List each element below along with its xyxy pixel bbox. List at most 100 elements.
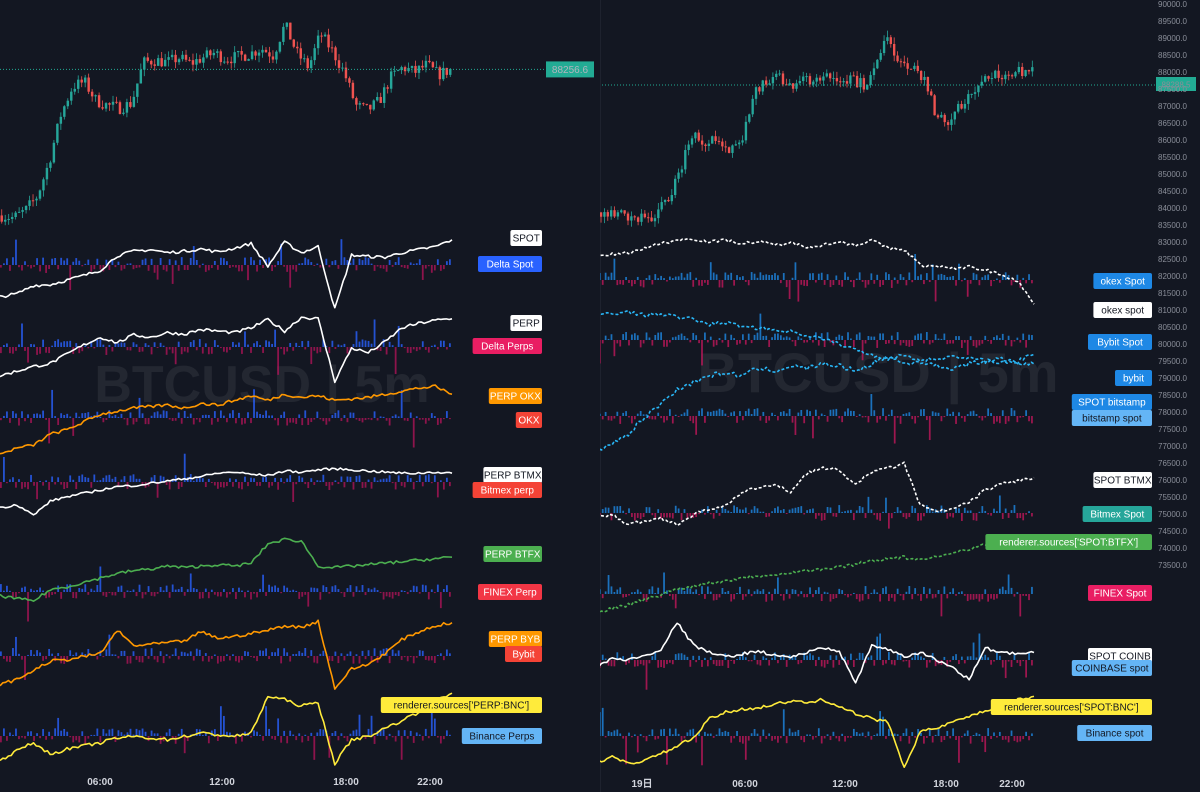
volume-bar [54, 592, 57, 595]
series-label-renderer-sources-spot-btfx-badge[interactable] [985, 534, 1152, 550]
series-label-bitmex-perp-badge[interactable] [472, 482, 542, 498]
volume-bar [800, 506, 803, 513]
series-label-perp-btfx-badge[interactable] [483, 546, 542, 562]
series-label-renderer-sources-spot-bnc-badge[interactable] [990, 699, 1152, 715]
last-price-badge[interactable] [546, 61, 594, 78]
series-label-bybit-spot-badge[interactable] [1088, 334, 1152, 350]
series-label-perp-okx-badge[interactable] [488, 388, 542, 404]
series-label-finex-perp-badge[interactable] [478, 584, 542, 600]
volume-bar [30, 731, 32, 736]
volume-bar [739, 586, 741, 594]
volume-bar [704, 416, 706, 423]
volume-bar [45, 265, 48, 273]
volume-bar [753, 273, 756, 280]
candle [160, 58, 163, 67]
volume-bar [896, 734, 899, 736]
volume-bar [756, 660, 759, 665]
series-label-delta-perps-badge[interactable] [472, 338, 542, 354]
candle [424, 60, 428, 68]
volume-bar [120, 265, 123, 271]
volume-bar [809, 653, 811, 660]
volume-bar [893, 594, 896, 602]
volume-bar [1001, 275, 1004, 280]
volume-bar [445, 477, 448, 482]
volume-bar [911, 505, 914, 513]
series-label-bitstamp-spot-badge[interactable] [1071, 410, 1152, 426]
left-chart-panel[interactable]: BTCUSD | 5m 88256.6 SPOT Delta Spot PERP Delt… [0, 0, 600, 792]
volume-bar [952, 513, 954, 518]
volume-bar [87, 347, 90, 349]
volume-bar [42, 339, 44, 347]
volume-bar [45, 736, 48, 740]
series-label-bybit-badge[interactable] [1115, 370, 1152, 386]
volume-bar [803, 340, 806, 343]
volume-bar [855, 731, 858, 736]
volume-bar [812, 416, 814, 439]
volume-bar [949, 660, 952, 662]
volume-bar [129, 656, 132, 664]
series-label-okex-spot-badge[interactable] [1093, 302, 1152, 318]
candle [687, 144, 690, 151]
volume-bar [867, 657, 870, 660]
volume-bar [373, 587, 376, 592]
volume-bar [721, 732, 724, 736]
volume-bar [1031, 416, 1033, 424]
volume-bar [36, 650, 38, 656]
series-label-perp-btmx-badge[interactable] [483, 467, 542, 483]
volume-bar [832, 280, 835, 286]
volume-bar [1016, 274, 1019, 280]
series-label-binance-spot-badge[interactable] [1077, 725, 1152, 741]
right-y-tick-1: 89500.0 [1158, 17, 1187, 26]
series-label-perp-byb-badge[interactable] [488, 631, 542, 647]
volume-bar [657, 660, 660, 668]
volume-bar [325, 482, 328, 487]
volume-bar [867, 731, 870, 736]
volume-bar [639, 591, 642, 594]
series-label-renderer-sources-perp-bnc-badge[interactable] [380, 697, 542, 713]
right-chart-panel[interactable]: BTCUSD | 5m89000.088000.087000.086000.08… [600, 0, 1200, 792]
volume-bar [322, 339, 325, 347]
volume-bar [712, 736, 715, 738]
series-label-bybit-badge[interactable] [505, 646, 542, 662]
volume-bar [756, 589, 759, 594]
volume-bar [144, 731, 147, 736]
volume-bar [295, 265, 298, 272]
candle [677, 172, 680, 179]
volume-bar [310, 650, 313, 656]
volume-bar [771, 736, 773, 741]
volume-bar [677, 653, 680, 660]
right-chart-svg[interactable]: BTCUSD | 5m89000.088000.087000.086000.08… [600, 0, 1200, 792]
volume-bar [244, 331, 246, 347]
volume-bar [955, 336, 957, 340]
volume-bar [66, 258, 69, 265]
volume-bar [219, 347, 222, 349]
volume-bar [666, 660, 668, 665]
volume-bar [759, 736, 762, 742]
series-label-coinbase-spot-badge[interactable] [1071, 660, 1152, 676]
volume-bar [844, 411, 846, 416]
volume-bar [316, 588, 319, 592]
series-label-finex-spot-badge[interactable] [1088, 585, 1152, 601]
right-y-tick-25: 77500.0 [1158, 425, 1187, 434]
series-label-binance-perps-badge[interactable] [461, 728, 542, 744]
series-label-bitmex-spot-badge[interactable] [1082, 506, 1152, 522]
series-label-okex-spot-badge[interactable] [1093, 273, 1152, 289]
candle [862, 78, 866, 90]
series-label-okx-badge[interactable] [515, 412, 542, 428]
volume-bar [45, 656, 48, 660]
volume-bar [966, 594, 969, 602]
volume-bar [286, 347, 289, 352]
series-label-spot-bitstamp-badge[interactable] [1071, 394, 1152, 410]
volume-bar [337, 482, 340, 485]
series-label-delta-spot-badge[interactable] [478, 256, 542, 272]
last-price-badge[interactable] [1156, 77, 1196, 91]
volume-bar [72, 479, 75, 482]
series-label-spot-btmx-badge[interactable] [1093, 472, 1152, 488]
volume-bar [996, 416, 998, 422]
series-label-perp-badge[interactable] [510, 315, 542, 331]
volume-bar [241, 736, 243, 742]
volume-bar [162, 656, 165, 664]
series-label-spot-badge[interactable] [510, 230, 542, 246]
volume-bar [739, 411, 741, 416]
